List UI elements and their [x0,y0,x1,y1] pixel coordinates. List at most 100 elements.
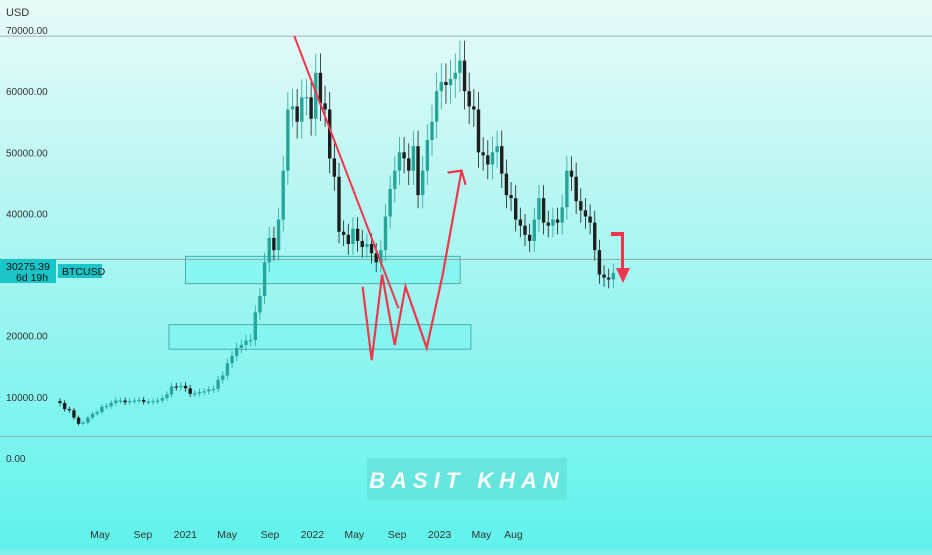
candle-body [179,385,183,388]
watermark-text: BASIT KHAN [369,468,565,493]
candle-body [379,250,383,263]
candle-body [58,401,62,403]
candle-body [323,103,327,110]
x-tick-label: May [344,529,365,541]
candle-body [142,399,146,402]
candle-body [495,146,499,153]
candle-body [541,198,546,223]
candle-body [100,406,104,413]
price-label[interactable]: 30275.39 6d 19h [0,259,56,284]
y-tick-label: 60000.00 [6,87,48,98]
candle-body [146,401,151,403]
candle-body [374,253,378,263]
candle-body [230,355,234,364]
candle-body [169,386,174,395]
candle-body [393,170,397,189]
y-tick-label: 40000.00 [6,209,48,220]
candle-body [365,244,369,248]
candle-body [611,272,616,280]
candle-body [444,81,448,86]
price-label-box [0,259,56,283]
candle-body [262,262,267,296]
candle-body [537,198,541,220]
candle-body [67,409,71,411]
candle-body [509,195,513,199]
candle-body [486,155,490,165]
candle-body [514,198,518,220]
y-tick-label: 0.00 [6,454,26,465]
x-axis: May Sep 2021 May Sep 2022 May Sep 2023 May Aug [90,529,523,541]
candle-body [490,152,495,165]
candle-body [369,244,374,254]
candle-body [318,72,323,104]
candle-body [165,394,169,399]
x-tick-label: 2022 [301,529,325,541]
candle-body [221,375,225,380]
candle-body [551,219,555,226]
countdown: 6d 19h [16,272,48,284]
x-tick-label: Aug [504,529,523,541]
candle-body [211,388,216,391]
projection-arrowhead [447,169,467,185]
candle-body [341,231,346,235]
candle-body [304,97,309,99]
candle-body [555,219,560,223]
candle-body [253,312,257,340]
candle-body [267,237,271,263]
candle-body [360,240,364,248]
candle-body [155,400,160,402]
candle-body [574,176,578,202]
candle-body [397,152,402,171]
candle-body [160,398,164,401]
candle-body [388,188,392,217]
symbol-label[interactable]: BTCUSD [58,264,106,278]
candle-body [295,106,299,122]
candle-body [476,109,481,153]
candle-body [202,391,206,393]
candle-body [193,393,197,395]
candle-body [421,170,425,196]
symbol-label-box [58,264,102,278]
candle-body [351,228,355,245]
candle-body [281,170,285,220]
candle-body [430,121,434,141]
candle-body [188,388,192,394]
annotations-layer [293,35,630,361]
candle-body [425,140,430,171]
x-tick-label: Sep [261,529,280,541]
support-zone-1 [184,255,461,285]
candle-body [546,222,550,226]
candle-body [411,146,416,171]
candle-body [258,295,262,313]
candle-body [462,60,467,92]
candle-body [123,400,127,403]
zones-layer [168,255,472,350]
candle-body [458,60,462,73]
candle-body [448,78,453,86]
candle-body [532,219,536,241]
candle-body [118,400,123,402]
candle-body [593,222,597,251]
candle-body [183,385,188,389]
candle-body [197,391,202,394]
candle-body [355,228,360,241]
watermark-box [367,458,567,500]
horizontal-lines-layer [0,35,932,438]
candle-body [62,402,67,410]
candle-body [407,158,411,171]
candle-body [76,417,81,424]
candle-body [328,109,332,159]
candle-body [527,234,532,241]
x-tick-label: Sep [133,529,152,541]
candle-body [225,363,230,376]
candle-body [272,237,276,251]
symbol-text: BTCUSD [62,266,106,278]
candle-body [174,386,178,388]
y-tick-label: 10000.00 [6,393,48,404]
candle-body [72,410,76,418]
candle-body [472,106,476,110]
candle-body [453,72,457,79]
candle-body [500,146,504,174]
